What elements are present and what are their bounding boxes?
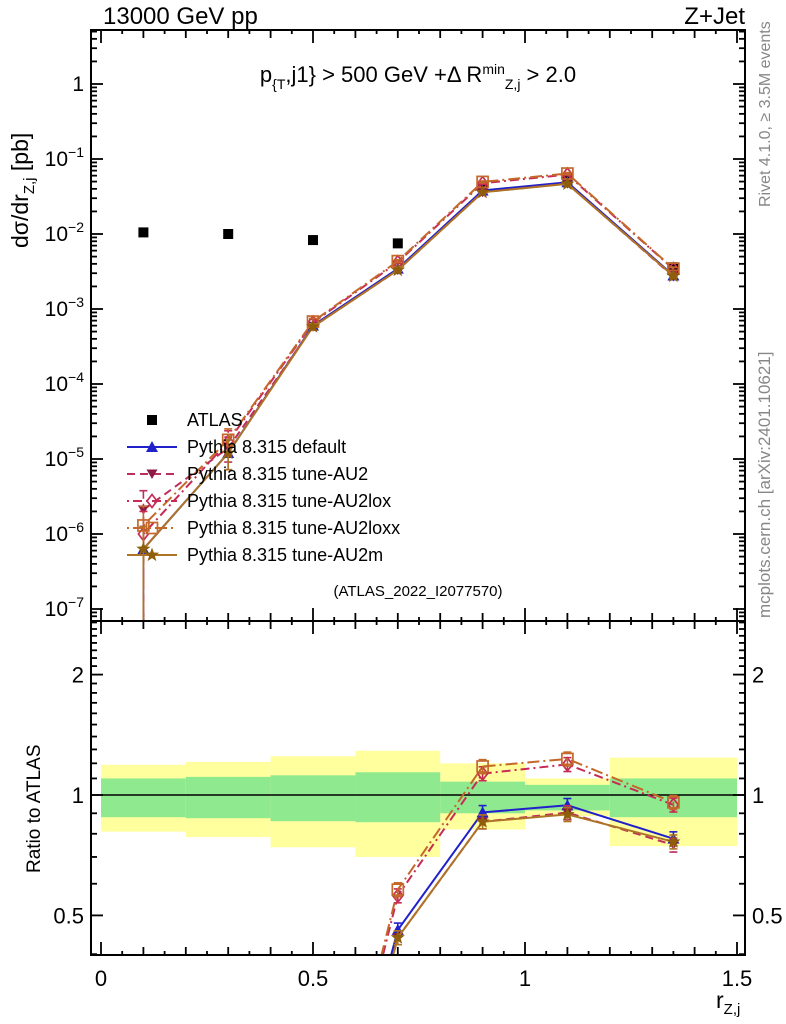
Pythia 8.315 tune-AU2m-marker bbox=[390, 930, 405, 944]
mcplots-arxiv-note: mcplots.cern.ch [arXiv:2401.10621] bbox=[755, 352, 774, 618]
ATLAS-marker bbox=[223, 229, 234, 239]
analysis-watermark: (ATLAS_2022_I2077570) bbox=[333, 583, 502, 600]
main-y-tick-label: 10−3 bbox=[45, 294, 85, 321]
rivet-version-note: Rivet 4.1.0, ≥ 3.5M events bbox=[757, 21, 774, 207]
x-axis-title: rZ,j bbox=[716, 987, 740, 1018]
ratio-uncertainty-bands bbox=[101, 750, 737, 857]
cut-annotation: p{T,j1} > 500 GeV +Δ RminZ,j > 2.0 bbox=[260, 61, 576, 92]
Pythia 8.315 tune-AU2m-marker bbox=[390, 262, 405, 277]
ATLAS-marker bbox=[308, 235, 318, 246]
Pythia 8.315 tune-AU2m-marker bbox=[560, 806, 575, 821]
legend-label-au2loxx: Pythia 8.315 tune-AU2loxx bbox=[187, 518, 400, 538]
Pythia 8.315 tune-AU2m-marker bbox=[666, 834, 681, 848]
ratio-y-tick-label-left: 1 bbox=[72, 783, 84, 808]
main-y-tick-label: 10−2 bbox=[45, 219, 85, 246]
Pythia 8.315 tune-AU2loxx-marker bbox=[561, 752, 574, 766]
green-band bbox=[185, 776, 271, 819]
ratio-y-tick-label-left: 0.5 bbox=[53, 903, 84, 928]
legend-label-default: Pythia 8.315 default bbox=[187, 437, 346, 457]
Pythia 8.315 tune-AU2loxx-marker bbox=[667, 796, 680, 809]
ATLAS-marker bbox=[392, 238, 403, 249]
main-y-tick-label: 10−4 bbox=[45, 369, 85, 396]
legend-label-atlas: ATLAS bbox=[187, 410, 243, 430]
ATLAS-marker bbox=[138, 227, 149, 238]
Pythia 8.315 tune-AU2-marker bbox=[146, 469, 158, 479]
ATLAS-marker bbox=[147, 415, 157, 425]
main-y-tick-label: 10−7 bbox=[45, 594, 85, 621]
Pythia 8.315 tune-AU2lox-marker bbox=[391, 887, 404, 904]
legend-label-au2: Pythia 8.315 tune-AU2 bbox=[187, 464, 368, 484]
Pythia 8.315 tune-AU2m-marker bbox=[305, 319, 321, 333]
main-y-tick-label: 10−5 bbox=[45, 444, 85, 471]
Pythia 8.315 tune-AU2m-marker bbox=[560, 176, 575, 190]
green-band bbox=[101, 778, 186, 818]
header-right-title: Z+Jet bbox=[684, 3, 745, 30]
Pythia 8.315 tune-AU2lox-marker bbox=[667, 797, 680, 813]
ratio-panel-frame bbox=[90, 620, 746, 956]
legend-label-au2m: Pythia 8.315 tune-AU2m bbox=[187, 545, 383, 565]
tick-labels: 1 10−1 10−2 10−3 10−4 10−5 10−6 10−7 2 2 1 1 0.5 0.5 0… bbox=[45, 73, 783, 991]
x-tick-label: 0 bbox=[95, 966, 107, 991]
Pythia 8.315 tune-AU2m-marker bbox=[666, 268, 681, 283]
Pythia 8.315 default-marker bbox=[146, 441, 158, 452]
main-y-axis-title: dσ/drZ,j [pb] bbox=[7, 133, 38, 248]
plot-area: 1 10−1 10−2 10−3 10−4 10−5 10−6 10−7 2 2 1 1 0.5 0.5 0… bbox=[45, 29, 783, 991]
Pythia 8.315 tune-AU2m-marker bbox=[136, 541, 151, 556]
Pythia 8.315 tune-AU2-line bbox=[142, 182, 675, 511]
Pythia 8.315 tune-AU2m-marker bbox=[475, 814, 490, 828]
x-tick-label: 1.5 bbox=[722, 966, 753, 991]
header-left-title: 13000 GeV pp bbox=[103, 3, 258, 30]
Pythia 8.315 tune-AU2m-marker bbox=[144, 547, 160, 562]
Pythia 8.315 tune-AU2loxx-marker bbox=[476, 760, 489, 773]
Pythia 8.315 tune-AU2m-marker bbox=[221, 445, 236, 460]
series-ratio-Pythia 8.315 tune-AU2m bbox=[390, 806, 681, 955]
green-band bbox=[355, 772, 441, 823]
Pythia 8.315 tune-AU2lox-marker bbox=[561, 756, 574, 773]
legend: ATLAS Pythia 8.315 default Pythia 8.315 … bbox=[187, 410, 400, 565]
main-y-tick-label: 10−6 bbox=[45, 519, 85, 546]
Pythia 8.315 tune-AU2m-marker bbox=[475, 184, 490, 199]
Pythia 8.315 tune-AU2lox-marker bbox=[145, 493, 159, 509]
legend-samples bbox=[127, 415, 177, 562]
ratio-y-tick-label-right: 2 bbox=[752, 663, 764, 688]
ratio-y-axis-title: Ratio to ATLAS bbox=[24, 745, 45, 874]
Pythia 8.315 tune-AU2loxx-marker bbox=[145, 521, 159, 535]
series-ratio-Pythia 8.315 tune-AU2loxx bbox=[380, 751, 680, 955]
Pythia 8.315 tune-AU2-marker bbox=[137, 505, 149, 515]
ratio-y-tick-label-right: 0.5 bbox=[752, 903, 783, 928]
x-tick-label: 0.5 bbox=[298, 966, 329, 991]
ratio-y-tick-label-right: 1 bbox=[752, 783, 764, 808]
main-y-tick-label: 10−1 bbox=[45, 144, 85, 171]
Pythia 8.315 tune-AU2loxx-marker bbox=[391, 883, 405, 896]
legend-label-au2lox: Pythia 8.315 tune-AU2lox bbox=[187, 491, 391, 511]
ratio-y-tick-label-left: 2 bbox=[72, 663, 84, 688]
main-y-tick-label: 1 bbox=[72, 73, 84, 96]
x-tick-label: 1 bbox=[519, 966, 531, 991]
series-main-Pythia 8.315 tune-AU2m bbox=[136, 176, 681, 621]
green-band bbox=[270, 775, 356, 822]
